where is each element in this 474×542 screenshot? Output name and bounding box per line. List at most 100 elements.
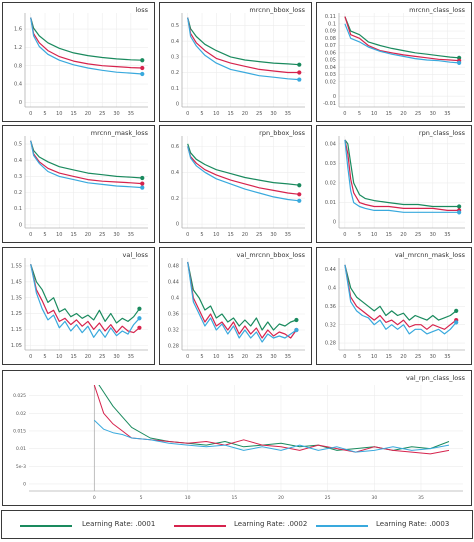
- y-tick-label: 0.28: [325, 341, 336, 347]
- x-tick-label: 15: [227, 111, 233, 117]
- x-tick-label: 35: [285, 232, 291, 238]
- y-tick-label: 0.11: [325, 14, 336, 20]
- series-end-point-1: [297, 183, 302, 188]
- y-tick-label: 1.25: [11, 311, 22, 317]
- y-tick-label: 0.02: [325, 181, 336, 187]
- x-tick-label: 30: [113, 354, 119, 360]
- y-tick-label: 0.4: [171, 170, 179, 176]
- chart-title: rpn_class_loss: [418, 129, 465, 137]
- y-tick-label: 0: [176, 222, 179, 228]
- x-tick-label: 30: [430, 232, 436, 238]
- series-end-point-1: [297, 62, 302, 67]
- chart-panel-loss: loss 0 0.4 0.8 1.2 1.6 0 5 10 15 20 25 30 35: [2, 2, 155, 122]
- series-line-2: [344, 139, 460, 212]
- series-end-point-3: [457, 210, 462, 215]
- series-line-1: [344, 16, 460, 59]
- y-tick-label: 0: [333, 220, 336, 226]
- x-tick-label: 20: [400, 354, 406, 360]
- y-tick-label: 0.4: [171, 296, 179, 302]
- series-end-point-2: [140, 65, 145, 71]
- x-tick-label: 35: [418, 495, 424, 501]
- chart-svg: 0 0.1 0.2 0.3 0.4 0.5 0 5 10 15 20 25 30 35: [14, 136, 148, 238]
- x-tick-label: 20: [242, 354, 248, 360]
- y-tick-label: 1.15: [11, 327, 22, 333]
- series-end-point-3: [297, 198, 302, 203]
- x-tick-label: 20: [85, 354, 91, 360]
- y-tick-label: 0.1: [171, 86, 179, 92]
- series-line-3: [30, 140, 143, 189]
- series-line-3: [344, 264, 457, 335]
- chart-svg: 0 0.01 0.02 0.03 0.04 0 5 10 15 20 25 30 35: [325, 136, 465, 238]
- y-tick-label: 0.3: [171, 54, 179, 60]
- y-tick-label: 0.03: [325, 161, 336, 167]
- y-tick-label: 0.4: [328, 286, 336, 292]
- series-end-point-2: [140, 181, 145, 186]
- y-tick-label: 0: [333, 94, 336, 100]
- y-tick-label: 0: [19, 222, 22, 228]
- x-tick-label: 10: [213, 354, 219, 360]
- x-tick-label: 0: [186, 232, 189, 238]
- series-end-point-3: [294, 327, 299, 333]
- series-line-1: [187, 261, 297, 331]
- y-tick-label: 0.03: [325, 72, 336, 78]
- legend: Learning Rate: .0001 Learning Rate: .000…: [1, 510, 473, 539]
- y-tick-label: 0.01: [325, 200, 336, 206]
- x-tick-label: 30: [371, 495, 377, 501]
- series-line-2: [187, 146, 300, 195]
- y-tick-label: 0.36: [325, 304, 336, 310]
- x-tick-label: 20: [278, 495, 284, 501]
- y-tick-label: 0.4: [14, 158, 22, 164]
- chart-panel-mrcnn-mask-loss: mrcnn_mask_loss 0 0.1 0.2 0.3 0.4 0.5 0 5 10 15 20 2…: [2, 125, 155, 243]
- chart-title: rpn_bbox_loss: [259, 129, 305, 137]
- series-line-3: [187, 17, 300, 81]
- series-end-point-3: [140, 71, 145, 77]
- y-tick-label: 0.09: [325, 29, 336, 35]
- y-tick-label: 0.2: [14, 190, 22, 196]
- x-tick-label: 20: [400, 111, 406, 117]
- series-end-point-2: [297, 70, 302, 75]
- y-tick-label: 1.55: [11, 264, 22, 270]
- chart-panel-mrcnn-bbox-loss: mrcnn_bbox_loss 0 0.1 0.2 0.3 0.4 0.5 0 5 10 15 20 2…: [159, 2, 312, 122]
- y-tick-label: 5e-3: [16, 464, 26, 470]
- series-end-point-3: [137, 316, 142, 321]
- y-tick-label: 0.44: [168, 280, 179, 286]
- x-tick-label: 10: [56, 111, 62, 117]
- chart-svg: -0.0100.020.030.040.050.060.070.080.090.…: [323, 13, 465, 117]
- chart-panel-val-mrcnn-bbox-loss: val_mrcnn_bbox_loss 0.28 0.32 0.36 0.4 0.44 0.…: [159, 247, 312, 365]
- y-tick-label: 0.4: [171, 39, 179, 45]
- series-line-3: [187, 146, 300, 202]
- x-tick-label: 5: [43, 232, 46, 238]
- series-line-2: [30, 140, 143, 185]
- series-end-point-3: [140, 185, 145, 190]
- x-tick-label: 35: [444, 232, 450, 238]
- y-tick-label: 1.05: [11, 343, 22, 349]
- series-end-point-1: [457, 55, 462, 60]
- y-tick-label: 0.32: [168, 328, 179, 334]
- x-tick-label: 10: [371, 354, 377, 360]
- series-line-2: [187, 17, 300, 74]
- y-tick-label: 0.1: [14, 206, 22, 212]
- x-tick-label: 5: [358, 111, 361, 117]
- y-tick-label: 0.02: [325, 79, 336, 85]
- series-line-2: [30, 264, 140, 334]
- chart-panel-rpn-bbox-loss: rpn_bbox_loss 0 0.2 0.4 0.6 0 5 10 15 20 25 30 35: [159, 125, 312, 243]
- series-end-point-1: [137, 306, 142, 311]
- y-tick-label: 0.6: [171, 144, 179, 150]
- series-end-point-1: [454, 308, 459, 313]
- x-tick-label: 35: [128, 111, 134, 117]
- x-tick-label: 5: [200, 111, 203, 117]
- x-tick-label: 35: [444, 354, 450, 360]
- x-tick-label: 0: [29, 111, 32, 117]
- x-tick-label: 20: [85, 232, 91, 238]
- series-line-3: [30, 264, 140, 338]
- x-tick-label: 15: [386, 232, 392, 238]
- x-tick-label: 10: [371, 232, 377, 238]
- x-tick-label: 35: [285, 111, 291, 117]
- x-tick-label: 5: [43, 111, 46, 117]
- x-tick-label: 10: [185, 495, 191, 501]
- x-tick-label: 0: [186, 354, 189, 360]
- y-tick-label: 1.35: [11, 295, 22, 301]
- x-tick-label: 15: [70, 111, 76, 117]
- legend-label: Learning Rate: .0003: [376, 520, 450, 528]
- x-tick-label: 0: [186, 111, 189, 117]
